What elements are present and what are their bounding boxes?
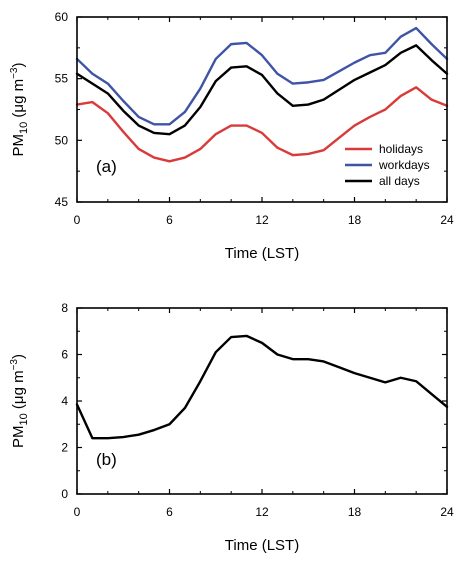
legend-label: workdays xyxy=(378,158,430,172)
legend-label: all days xyxy=(379,174,420,188)
series-line-all-days xyxy=(75,44,449,136)
x-tick-label: 24 xyxy=(440,213,454,227)
x-tick-label: 18 xyxy=(348,213,362,227)
y-tick-label: 0 xyxy=(61,487,68,501)
x-tick-label: 0 xyxy=(74,213,81,227)
panel-a: 0 6 12 18 24 45 50 55 60 Time (LST) PM10 (μg m−3) (… xyxy=(9,10,454,262)
series-line-panel-2 xyxy=(75,334,449,440)
y-tick-label: 50 xyxy=(55,133,69,147)
plot-frame xyxy=(76,307,448,495)
y-tick-label: 45 xyxy=(55,195,69,209)
y-axis-title: PM10 (μg m−3) xyxy=(9,354,30,448)
series-line-holidays xyxy=(75,86,449,163)
y-tick-label: 8 xyxy=(61,301,68,315)
series-line-workdays xyxy=(75,26,449,126)
y-tick-label: 6 xyxy=(61,348,68,362)
panel-label: (a) xyxy=(96,157,117,176)
y-axis-title: PM10 (μg m−3) xyxy=(9,63,30,157)
x-tick-label: 12 xyxy=(255,213,269,227)
legend-label: holidays xyxy=(379,142,423,156)
x-tick-label: 6 xyxy=(166,505,173,519)
x-tick-label: 12 xyxy=(255,505,269,519)
x-tick-label: 18 xyxy=(348,505,362,519)
x-tick-label: 6 xyxy=(166,213,173,227)
y-tick-label: 55 xyxy=(55,72,69,86)
x-tick-label: 0 xyxy=(74,505,81,519)
x-tick-label: 24 xyxy=(440,505,454,519)
x-axis-title: Time (LST) xyxy=(225,537,299,554)
y-tick-label: 4 xyxy=(61,394,68,408)
y-tick-label: 60 xyxy=(55,10,69,24)
y-tick-label: 2 xyxy=(61,441,68,455)
x-axis-title: Time (LST) xyxy=(225,245,299,262)
panel-label: (b) xyxy=(96,450,117,469)
